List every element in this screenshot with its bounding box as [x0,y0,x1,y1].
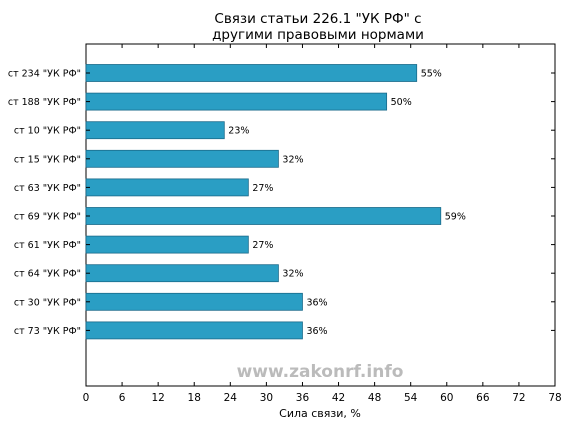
bar [85,235,249,254]
category-label: ст 30 "УК РФ" [14,297,81,308]
chart-title-line-1: Связи статьи 226.1 "УК РФ" с [214,11,421,27]
category-label: ст 63 "УК РФ" [14,183,81,194]
x-axis: 0 6 12 18 24 30 36 42 48 54 60 66 72 78 [83,44,562,404]
category-label: ст 15 "УК РФ" [14,154,81,165]
bar [85,64,418,82]
bar [85,264,279,283]
x-tick-label: 48 [368,392,381,404]
bar-value-label: 27% [252,240,273,251]
bar-value-label: 32% [282,269,303,280]
x-tick-label: 54 [404,392,418,404]
category-label: ст 234 "УК РФ" [8,69,81,80]
category-label: ст 64 "УК РФ" [14,269,81,280]
x-tick-label: 6 [119,392,126,404]
x-tick-label: 12 [151,392,164,404]
category-label: ст 10 "УК РФ" [14,126,81,137]
category-label: ст 73 "УК РФ" [14,326,81,337]
bar [85,121,225,140]
chart-title: Связи статьи 226.1 "УК РФ" с другими пра… [212,11,424,43]
x-tick-label: 42 [332,392,345,404]
category-label: ст 61 "УК РФ" [14,240,81,251]
x-axis-title: Сила связи, % [279,407,361,420]
x-tick-label: 78 [548,392,561,404]
bar [85,207,442,225]
bar-value-label: 23% [228,126,249,137]
x-tick-label: 18 [188,392,201,404]
x-tick-label: 60 [440,392,453,404]
bar-value-label: 32% [282,154,303,165]
bar-value-label: 36% [306,326,327,337]
bar-value-label: 50% [391,97,412,108]
bars-layer: 55% 50% 23% 32% 27% 59% 27% 32% 36% 36% [85,64,466,340]
watermark: www.zakonrf.info [237,362,404,382]
bar [85,321,303,340]
category-label: ст 69 "УК РФ" [14,212,81,223]
y-axis: ст 234 "УК РФ" ст 188 "УК РФ" ст 10 "УК РФ… [8,69,555,337]
bar [85,292,303,311]
bar-value-label: 36% [306,297,327,308]
chart-title-line-2: другими правовыми нормами [212,27,424,43]
bar [85,92,388,111]
x-tick-label: 30 [260,392,273,404]
bar [85,178,249,197]
x-tick-label: 66 [476,392,490,404]
bar [85,149,279,168]
bar-value-label: 27% [252,183,273,194]
bar-value-label: 59% [445,212,466,223]
bar-value-label: 55% [421,69,442,80]
x-tick-label: 24 [224,392,238,404]
x-tick-label: 0 [83,392,90,404]
category-label: ст 188 "УК РФ" [8,97,81,108]
x-tick-label: 72 [512,392,525,404]
x-tick-label: 36 [296,392,310,404]
